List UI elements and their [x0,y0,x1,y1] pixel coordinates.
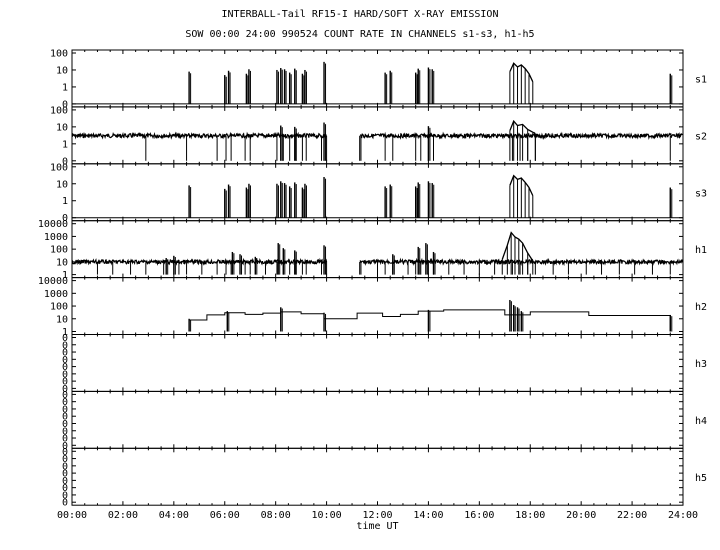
panel-frame-h3 [71,334,684,392]
y-tick-label: 1 [62,270,68,281]
y-tick-label: 10 [56,122,68,133]
x-tick-label: 16:00 [464,510,494,521]
panel-frame-h5 [71,447,684,506]
y-tick-label: 0 [62,397,68,408]
x-tick-label: 14:00 [413,510,443,521]
data-event-h1 [501,231,534,262]
chart-title: INTERBALL-Tail RF15-I HARD/SOFT X-RAY EM… [221,9,499,20]
y-tick-label: 1 [62,82,68,93]
x-tick-label: 04:00 [159,510,189,521]
panel-frame-h4 [71,390,684,449]
x-tick-label: 00:00 [57,510,87,521]
panel-label-h2: h2 [695,302,707,313]
y-tick-label: 0 [62,441,68,452]
y-tick-label: 0 [62,426,68,437]
y-tick-label: 0 [62,490,68,501]
y-tick-label: 0 [62,340,68,351]
x-tick-label: 22:00 [617,510,647,521]
y-tick-label: 1 [62,327,68,338]
y-tick-label: 0 [62,333,68,344]
y-tick-label: 10000 [38,219,68,230]
x-tick-label: 24:00 [668,510,698,521]
y-tick-label: 0 [62,99,68,110]
chart-subtitle: SOW 00:00 24:00 990524 COUNT RATE IN CHA… [185,29,535,40]
y-tick-label: 0 [62,377,68,388]
y-tick-label: 1 [62,139,68,150]
y-tick-label: 10 [56,179,68,190]
y-tick-label: 0 [62,355,68,366]
y-tick-label: 0 [62,476,68,487]
x-tick-label: 02:00 [108,510,138,521]
panel-label-s2: s2 [695,131,707,142]
series-line-s2 [71,131,684,141]
x-tick-label: 06:00 [210,510,240,521]
y-tick-label: 1000 [44,232,68,243]
x-tick-label: 08:00 [261,510,291,521]
y-tick-label: 10000 [38,276,68,287]
panel-label-h5: h5 [695,473,707,484]
y-tick-label: 0 [62,384,68,395]
y-tick-label: 10 [56,65,68,76]
x-tick-label: 10:00 [312,510,342,521]
panel-frame-s3 [71,163,684,222]
y-tick-label: 10 [56,314,68,325]
y-tick-label: 0 [62,156,68,167]
y-tick-label: 0 [62,419,68,430]
y-tick-label: 100 [50,302,68,313]
series-line-h1 [71,257,684,267]
y-tick-label: 0 [62,348,68,359]
y-tick-label: 0 [62,412,68,423]
y-tick-label: 0 [62,369,68,380]
y-tick-label: 0 [62,447,68,458]
panel-label-h4: h4 [695,416,707,427]
y-tick-label: 0 [62,461,68,472]
panel-frame-s1 [71,49,684,108]
y-tick-label: 0 [62,483,68,494]
x-tick-label: 18:00 [515,510,545,521]
panel-frame-h2 [71,277,684,336]
y-tick-label: 0 [62,434,68,445]
x-tick-label: 20:00 [566,510,596,521]
y-tick-label: 0 [62,454,68,465]
panel-label-h3: h3 [695,359,707,370]
y-tick-label: 100 [50,49,68,60]
y-tick-label: 0 [62,362,68,373]
y-tick-label: 100 [50,105,68,116]
x-tick-label: 12:00 [362,510,392,521]
x-axis-label: time UT [356,521,398,532]
panel-label-s3: s3 [695,188,707,199]
y-tick-label: 100 [50,245,68,256]
data-event-s2 [509,119,536,135]
y-tick-label: 0 [62,498,68,509]
y-tick-label: 10 [56,257,68,268]
y-tick-label: 0 [62,390,68,401]
panel-label-h1: h1 [695,245,707,256]
y-tick-label: 1000 [44,289,68,300]
y-tick-label: 1 [62,196,68,207]
y-tick-label: 0 [62,404,68,415]
y-tick-label: 0 [62,469,68,480]
y-tick-label: 100 [50,162,68,173]
panel-label-s1: s1 [695,74,707,85]
y-tick-label: 0 [62,213,68,224]
